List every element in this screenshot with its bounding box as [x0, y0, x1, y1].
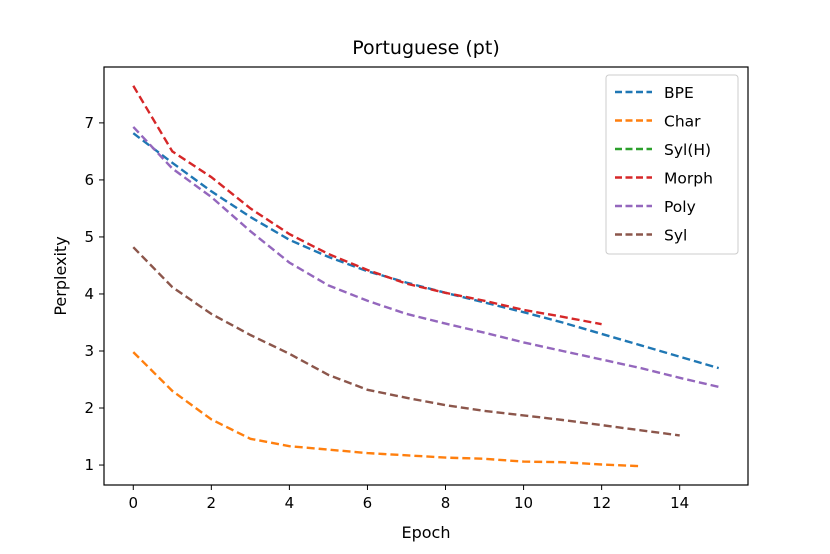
x-tick-label: 2 [207, 494, 217, 512]
plot-area [132, 85, 720, 468]
chart-title: Portuguese (pt) [352, 37, 499, 59]
legend-label: BPE [664, 84, 694, 102]
x-tick-label: 14 [670, 494, 689, 512]
x-tick-label: 8 [441, 494, 451, 512]
y-tick-label: 6 [84, 171, 94, 189]
legend-label: Poly [664, 198, 696, 216]
series-line-char [132, 351, 641, 468]
x-tick-label: 6 [363, 494, 373, 512]
y-tick-label: 7 [84, 114, 94, 132]
y-tick-label: 3 [84, 342, 94, 360]
series-line-poly [132, 126, 719, 389]
plot-frame [103, 66, 749, 486]
x-axis-title: Epoch [402, 523, 451, 542]
x-tick-label: 12 [592, 494, 611, 512]
legend-label: Char [664, 113, 701, 131]
legend-label: Syl [664, 227, 687, 245]
legend: BPE Char Syl(H) Morph Poly Syl [605, 74, 739, 255]
series-line-morph [132, 85, 602, 326]
y-tick-label: 4 [84, 285, 94, 303]
x-tick-label: 4 [285, 494, 295, 512]
y-axis-ticks: 1 2 3 4 5 6 7 [84, 114, 104, 474]
y-tick-label: 5 [84, 228, 94, 246]
y-axis-title: Perplexity [51, 236, 70, 315]
x-tick-label: 0 [128, 494, 138, 512]
series-line-bpe [132, 132, 720, 370]
y-tick-label: 2 [84, 399, 94, 417]
legend-label: Morph [664, 170, 713, 188]
y-tick-label: 1 [84, 456, 94, 474]
series-line-syl [132, 246, 680, 437]
legend-label: Syl(H) [664, 141, 711, 159]
x-axis-ticks: 0 2 4 6 8 10 12 14 [128, 485, 689, 512]
x-tick-label: 10 [514, 494, 533, 512]
